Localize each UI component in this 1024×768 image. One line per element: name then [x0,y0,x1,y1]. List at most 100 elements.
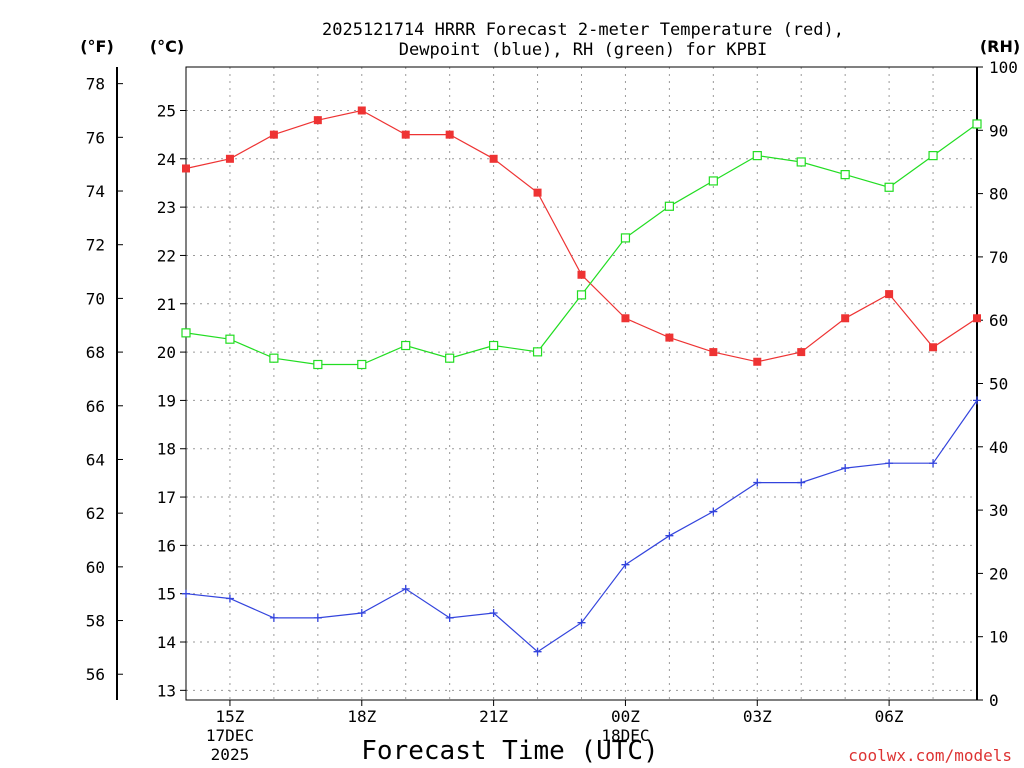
rh-point [401,340,411,351]
fahrenheit-tick-label: 60 [86,558,105,577]
temperature-point [182,164,190,173]
rh-point [796,157,806,167]
rh-point [840,170,850,180]
celsius-tick-label: 18 [157,440,176,459]
fahrenheit-tick-label: 78 [86,75,105,94]
rh-point [708,176,718,186]
rh-point [225,334,235,344]
x-tick-label: 18Z [347,707,376,726]
x-tick-label: 21Z [479,707,508,726]
dewpoint-point [929,459,938,468]
celsius-tick-label: 24 [157,150,176,169]
rh-tick-label: 20 [989,564,1008,583]
rh-point [620,233,631,243]
temperature-point [665,333,674,342]
x-tick-label: 2025 [211,745,250,764]
celsius-tick-label: 13 [157,681,176,700]
dewpoint-point [973,396,981,405]
dewpoint-point [313,613,322,622]
temperature-point [357,106,366,115]
dewpoint-point [885,459,894,468]
chart-title-line-2: Dewpoint (blue), RH (green) for KPBI [399,40,767,60]
dewpoint-point [225,594,234,603]
fahrenheit-tick-label: 76 [86,128,105,147]
celsius-axis-unit: (°C) [150,37,184,56]
x-tick-label: 03Z [743,707,772,726]
celsius-tick-label: 19 [157,391,176,410]
fahrenheit-tick-label: 66 [86,397,105,416]
x-tick-label: 18DEC [601,726,649,745]
temperature-point [753,357,762,366]
celsius-tick-label: 25 [157,101,176,120]
rh-point [972,119,982,129]
rh-tick-label: 90 [989,121,1008,140]
rh-point [489,340,499,351]
dewpoint-point [577,618,586,627]
fahrenheit-tick-label: 68 [86,343,105,362]
dewpoint-point [533,647,542,656]
footer-credit: coolwx.com/models [848,746,1012,765]
rh-point [357,359,367,370]
celsius-tick-label: 22 [157,246,176,265]
rh-point [313,359,323,370]
x-tick-label: 06Z [875,707,904,726]
fahrenheit-tick-label: 62 [86,504,105,523]
chart-title-line-1: 2025121714 HRRR Forecast 2-meter Tempera… [322,20,844,40]
fahrenheit-tick-label: 58 [86,612,105,631]
fahrenheit-tick-label: 74 [86,182,105,201]
rh-tick-label: 50 [989,375,1008,394]
celsius-tick-label: 16 [157,536,176,555]
fahrenheit-tick-label: 64 [86,450,105,469]
fahrenheit-tick-label: 70 [86,289,105,308]
temperature-point [841,314,850,323]
fahrenheit-tick-label: 56 [86,665,105,684]
rh-line [185,123,978,366]
dewpoint-point [269,613,278,622]
dewpoint-point [797,478,806,487]
rh-tick-label: 100 [989,58,1018,77]
temperature-point [445,130,454,139]
x-tick-label: 17DEC [206,726,254,745]
temperature-point [489,154,498,163]
temperature-point [973,314,981,323]
dewpoint-point [709,507,718,516]
dewpoint-point [489,609,498,618]
dewpoint-point [841,464,850,473]
dewpoint-point [357,609,366,618]
fahrenheit-tick-label: 72 [86,236,105,255]
rh-point [576,290,587,300]
rh-tick-label: 10 [989,628,1008,647]
dewpoint-point [665,531,674,540]
temperature-point [621,314,630,323]
temperature-point [269,130,278,139]
series-layer [181,106,982,656]
celsius-tick-label: 21 [157,295,176,314]
celsius-tick-label: 17 [157,488,176,507]
celsius-tick-label: 15 [157,585,176,604]
axes-layer: 56 58 60 62 64 66 68 70 72 74 76 78 13 14 15 16 17 18 19 20… [86,58,1018,764]
rh-point [181,328,191,338]
temperature-point [797,348,806,357]
rh-point [664,201,674,211]
temperature-point [401,130,410,139]
dewpoint-point [621,560,630,569]
rh-point [884,182,894,192]
temperature-point [577,270,586,279]
temperature-point [533,188,542,197]
dewpoint-point [401,584,410,593]
celsius-tick-label: 20 [157,343,176,362]
rh-point [532,347,543,357]
rh-point [445,353,455,363]
x-tick-label: 00Z [611,707,640,726]
rh-tick-label: 80 [989,185,1008,204]
rh-tick-label: 70 [989,248,1008,267]
temperature-point [709,348,718,357]
rh-tick-label: 60 [989,311,1008,330]
rh-tick-label: 40 [989,438,1008,457]
rh-point [752,151,762,161]
rh-point [269,353,279,363]
temperature-point [225,154,234,163]
temperature-point [313,116,322,125]
celsius-tick-label: 23 [157,198,176,217]
